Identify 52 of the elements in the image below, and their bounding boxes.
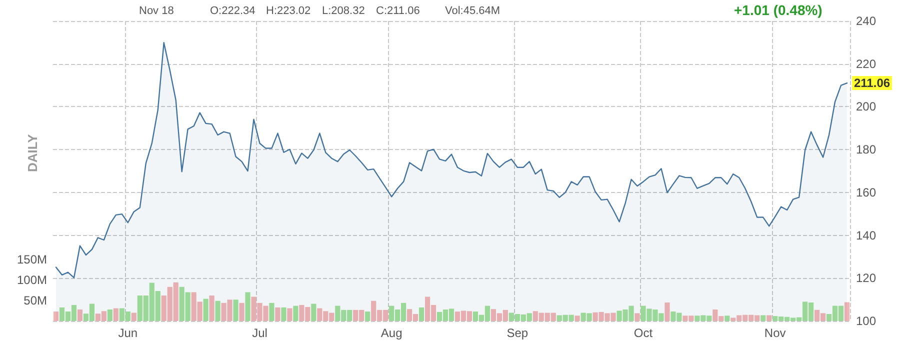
bar (239, 302, 244, 321)
bar (311, 304, 316, 321)
bar (766, 315, 772, 321)
x-tick-label: Jul (252, 326, 268, 340)
x-tick-label: Aug (380, 326, 402, 340)
bar (53, 312, 59, 321)
bar (107, 309, 112, 321)
y2-tick-label: 150M (16, 252, 47, 266)
bar (844, 302, 850, 321)
bar (281, 307, 286, 321)
text: Vol:45.64M (445, 5, 500, 18)
x-tick-label: Nov (764, 326, 786, 340)
bar (209, 296, 214, 321)
bar (233, 300, 238, 321)
bar (724, 316, 730, 321)
bar (293, 306, 298, 321)
x-tick-label: Jun (118, 326, 138, 340)
bar (760, 315, 766, 321)
text: H:223.02 (266, 5, 311, 18)
bar (215, 300, 220, 321)
y2-tick-label: 100M (16, 272, 47, 287)
y-tick-label: 160 (856, 185, 876, 200)
y-tick-label: 120 (856, 271, 876, 286)
bar (418, 307, 424, 321)
y-tick-label: 100 (856, 314, 876, 328)
bar (77, 309, 83, 321)
bar (664, 302, 670, 321)
y-tick-label: 200 (856, 100, 876, 114)
y-tick-label: 140 (856, 228, 876, 242)
bar (365, 312, 370, 321)
bar (634, 313, 640, 321)
text: DAILY (25, 134, 40, 172)
annotation: 211.06 (852, 76, 892, 90)
bar (131, 312, 136, 321)
bar (275, 307, 280, 321)
bar (113, 308, 118, 321)
text: +1.01 (0.48%) (734, 2, 822, 18)
y-tick-label: 240 (856, 14, 876, 28)
y2-tick-label: 50M (24, 293, 48, 308)
x-tick-label: Oct (634, 326, 654, 340)
bar (574, 316, 580, 321)
bar (269, 302, 274, 321)
text: O:222.34 (210, 5, 256, 18)
bar (287, 308, 292, 321)
text: L:208.32 (322, 5, 365, 18)
y-tick-label: 220 (856, 56, 876, 71)
x-tick-label: Sep (506, 326, 528, 340)
bar (245, 292, 250, 321)
y-tick-label: 180 (856, 142, 876, 157)
text: C:211.06 (376, 5, 420, 18)
text: Nov 18 (139, 5, 174, 18)
bar (203, 298, 208, 321)
